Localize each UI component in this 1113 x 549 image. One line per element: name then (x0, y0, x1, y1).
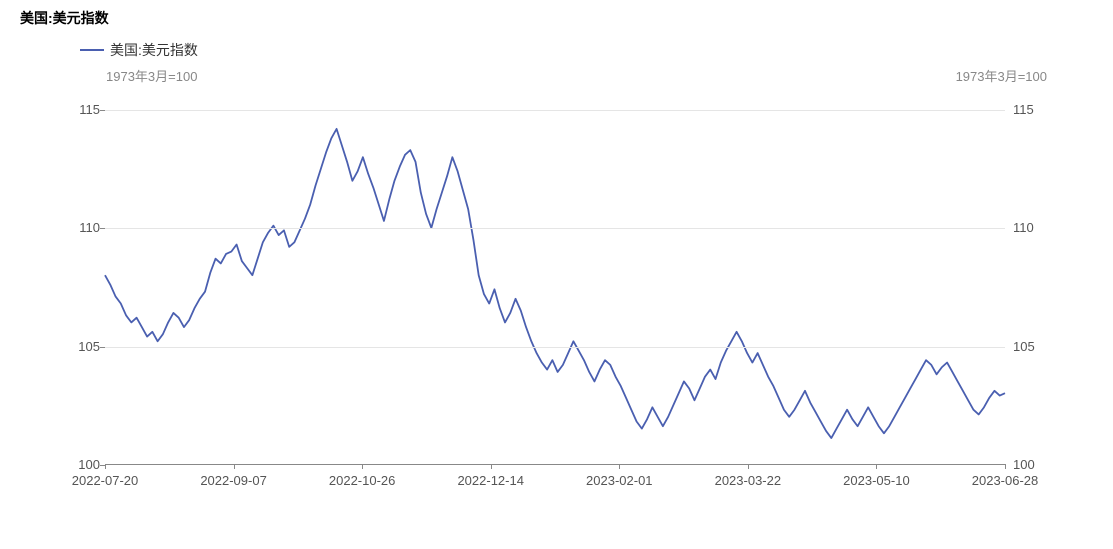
x-tick (105, 464, 106, 469)
series-line (105, 129, 1005, 438)
legend-line-marker (80, 49, 104, 51)
y-axis-label-right: 105 (1013, 339, 1043, 354)
y-axis-label-left: 100 (70, 457, 100, 472)
chart-container: 100 100 105 105 110 110 115 115 2022-07-20 2022-0… (70, 95, 1040, 495)
x-axis-label: 2022-07-20 (72, 473, 139, 488)
gridline (105, 110, 1005, 111)
gridline (105, 228, 1005, 229)
x-axis-label: 2023-06-28 (972, 473, 1039, 488)
x-tick (619, 464, 620, 469)
y-axis-label-right: 115 (1013, 102, 1043, 117)
x-axis-label: 2022-10-26 (329, 473, 396, 488)
y-axis-subtitle-left: 1973年3月=100 (106, 66, 197, 85)
y-axis-label-right: 110 (1013, 220, 1043, 235)
y-axis-subtitle-right: 1973年3月=100 (956, 66, 1047, 85)
x-axis-label: 2022-12-14 (457, 473, 524, 488)
gridline (105, 347, 1005, 348)
y-tick (100, 347, 105, 348)
x-axis-label: 2023-02-01 (586, 473, 653, 488)
x-tick (491, 464, 492, 469)
y-tick (100, 110, 105, 111)
x-axis-label: 2023-03-22 (715, 473, 782, 488)
x-tick (876, 464, 877, 469)
chart-title: 美国:美元指数 (0, 0, 1113, 28)
y-axis-label-right: 100 (1013, 457, 1043, 472)
y-axis-label-left: 115 (70, 102, 100, 117)
line-chart-svg (105, 110, 1005, 464)
x-tick (234, 464, 235, 469)
x-axis-label: 2022-09-07 (200, 473, 267, 488)
x-tick (748, 464, 749, 469)
legend-label: 美国:美元指数 (110, 40, 198, 60)
y-axis-label-left: 105 (70, 339, 100, 354)
y-tick (100, 228, 105, 229)
x-tick (362, 464, 363, 469)
x-tick (1005, 464, 1006, 469)
x-axis-label: 2023-05-10 (843, 473, 910, 488)
legend: 美国:美元指数 (0, 28, 1113, 60)
plot-area (105, 110, 1005, 465)
y-axis-label-left: 110 (70, 220, 100, 235)
